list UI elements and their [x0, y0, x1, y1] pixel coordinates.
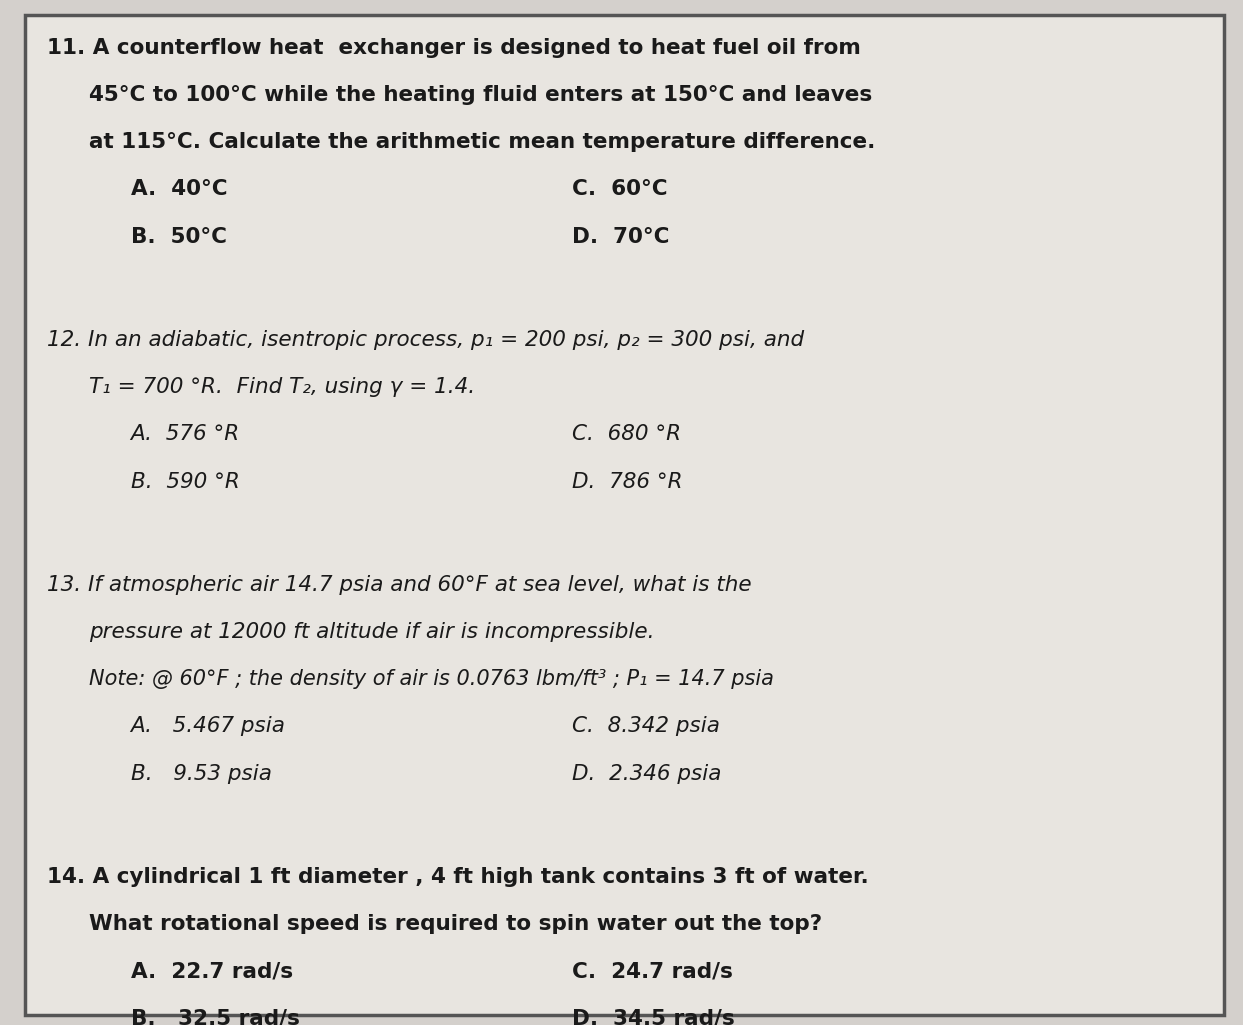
Text: pressure at 12000 ft altitude if air is incompressible.: pressure at 12000 ft altitude if air is …: [89, 622, 655, 643]
Text: 13. If atmospheric air 14.7 psia and 60°F at sea level, what is the: 13. If atmospheric air 14.7 psia and 60°…: [47, 575, 752, 596]
Text: C.  680 °R: C. 680 °R: [572, 424, 681, 445]
Text: B.  590 °R: B. 590 °R: [131, 472, 240, 492]
Text: D.  70°C: D. 70°C: [572, 227, 669, 247]
Text: at 115°C. Calculate the arithmetic mean temperature difference.: at 115°C. Calculate the arithmetic mean …: [89, 132, 876, 153]
Text: 45°C to 100°C while the heating fluid enters at 150°C and leaves: 45°C to 100°C while the heating fluid en…: [89, 85, 873, 106]
Text: B.  50°C: B. 50°C: [131, 227, 226, 247]
Text: A.  40°C: A. 40°C: [131, 179, 227, 200]
Text: B.   32.5 rad/s: B. 32.5 rad/s: [131, 1009, 300, 1025]
Text: Note: @ 60°F ; the density of air is 0.0763 lbm/ft³ ; P₁ = 14.7 psia: Note: @ 60°F ; the density of air is 0.0…: [89, 669, 774, 690]
Text: A.   5.467 psia: A. 5.467 psia: [131, 716, 286, 737]
Text: C.  24.7 rad/s: C. 24.7 rad/s: [572, 961, 732, 982]
Text: C.  60°C: C. 60°C: [572, 179, 667, 200]
Text: 11. A counterflow heat  exchanger is designed to heat fuel oil from: 11. A counterflow heat exchanger is desi…: [47, 38, 861, 58]
Text: A.  576 °R: A. 576 °R: [131, 424, 240, 445]
Text: D.  2.346 psia: D. 2.346 psia: [572, 764, 721, 784]
Text: C.  8.342 psia: C. 8.342 psia: [572, 716, 720, 737]
Text: D.  786 °R: D. 786 °R: [572, 472, 682, 492]
Text: T₁ = 700 °R.  Find T₂, using γ = 1.4.: T₁ = 700 °R. Find T₂, using γ = 1.4.: [89, 377, 476, 398]
Text: 12. In an adiabatic, isentropic process, p₁ = 200 psi, p₂ = 300 psi, and: 12. In an adiabatic, isentropic process,…: [47, 330, 804, 351]
Text: What rotational speed is required to spin water out the top?: What rotational speed is required to spi…: [89, 914, 823, 935]
Text: A.  22.7 rad/s: A. 22.7 rad/s: [131, 961, 292, 982]
Text: 14. A cylindrical 1 ft diameter , 4 ft high tank contains 3 ft of water.: 14. A cylindrical 1 ft diameter , 4 ft h…: [47, 867, 869, 888]
Text: B.   9.53 psia: B. 9.53 psia: [131, 764, 271, 784]
Text: D.  34.5 rad/s: D. 34.5 rad/s: [572, 1009, 735, 1025]
